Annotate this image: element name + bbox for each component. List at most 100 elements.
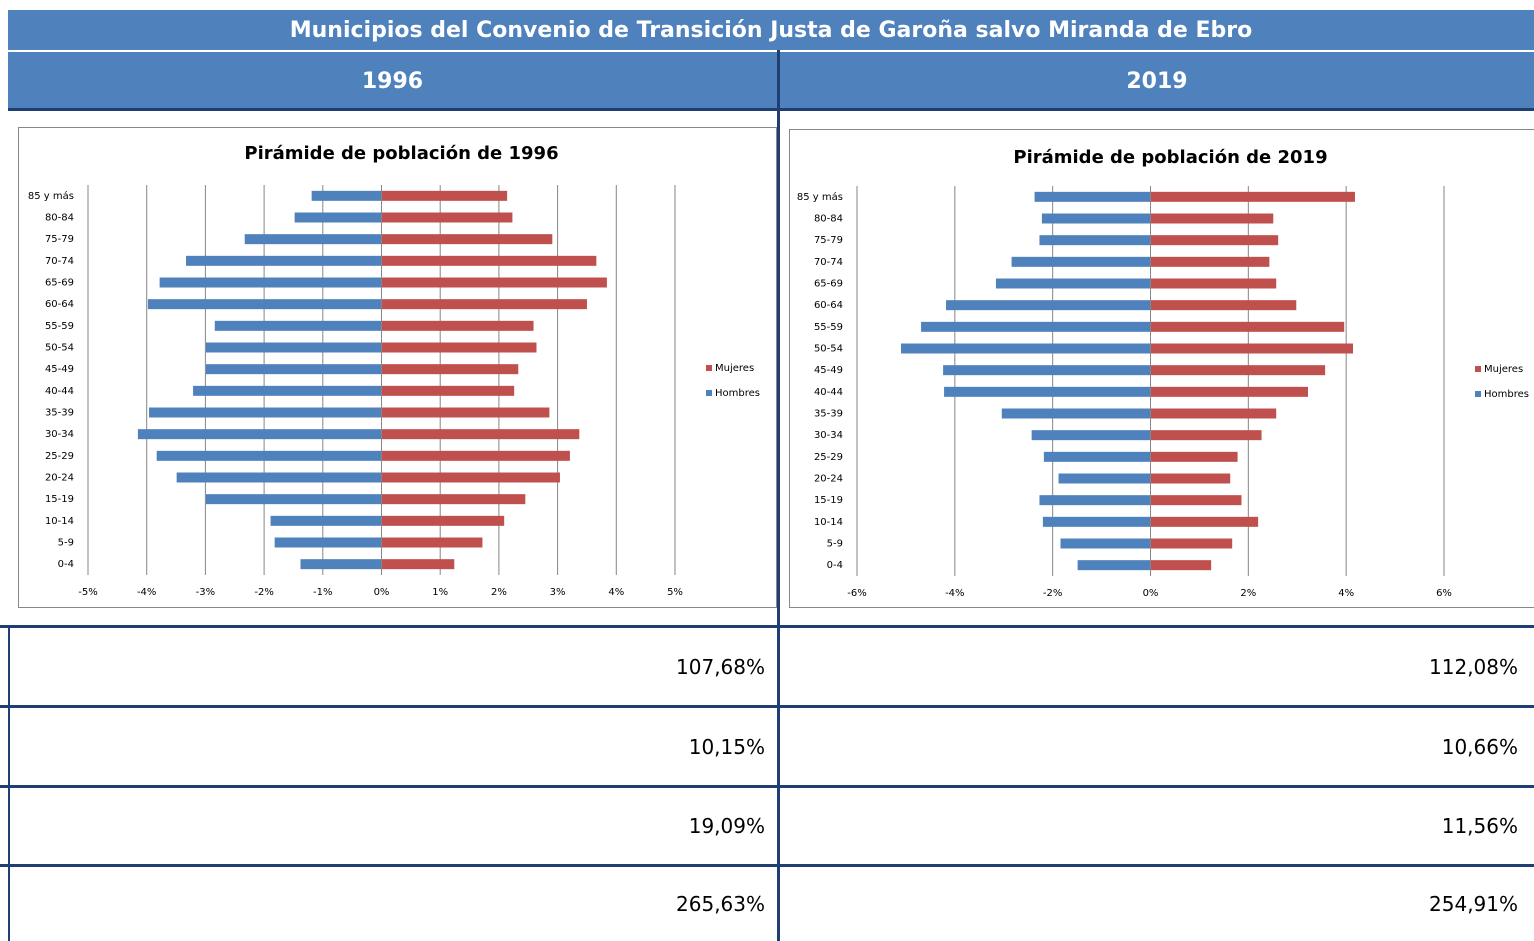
bar xyxy=(381,559,455,570)
cell: 19,09% xyxy=(688,814,765,838)
cell: 10,66% xyxy=(1441,734,1518,759)
y-tick-label: 30-34 xyxy=(45,429,74,440)
bar xyxy=(381,320,534,331)
y-tick-label: 70-74 xyxy=(814,257,843,268)
cell: 265,63% xyxy=(676,892,765,916)
y-tick-label: 40-44 xyxy=(814,387,843,398)
y-tick-label: 55-59 xyxy=(45,321,74,332)
y-tick-label: 60-64 xyxy=(45,299,74,310)
border xyxy=(8,108,1534,111)
border xyxy=(0,785,1534,788)
y-tick-label: 80-84 xyxy=(45,213,74,224)
bar xyxy=(300,559,382,570)
bar xyxy=(1039,235,1151,246)
legend-label: Mujeres xyxy=(1484,364,1523,375)
x-tick-label: 1% xyxy=(432,587,448,598)
bar xyxy=(1150,516,1259,527)
x-tick-label: -4% xyxy=(945,588,964,599)
bar xyxy=(1043,451,1151,462)
x-tick-label: -6% xyxy=(847,588,866,599)
bar xyxy=(193,385,382,396)
bar xyxy=(381,472,560,483)
y-tick-label: 20-24 xyxy=(45,473,74,484)
y-tick-label: 0-4 xyxy=(58,559,74,570)
bar xyxy=(381,342,537,353)
bar xyxy=(381,494,526,505)
y-tick-label: 65-69 xyxy=(45,278,74,289)
bar xyxy=(943,365,1151,376)
bar xyxy=(214,320,382,331)
bar xyxy=(1150,365,1326,376)
bar xyxy=(1060,538,1151,549)
border xyxy=(8,625,10,941)
bar xyxy=(311,190,382,201)
x-tick-label: 0% xyxy=(1143,588,1159,599)
bar xyxy=(381,407,550,418)
bar xyxy=(1041,213,1151,224)
y-tick-label: 25-29 xyxy=(45,451,74,462)
bar xyxy=(1039,495,1151,506)
y-tick-label: 35-39 xyxy=(814,409,843,420)
legend-swatch xyxy=(1475,366,1481,372)
y-tick-label: 40-44 xyxy=(45,386,74,397)
bar xyxy=(381,277,607,288)
cell: 112,08% xyxy=(1429,654,1518,679)
bar xyxy=(1150,451,1238,462)
bar xyxy=(944,386,1151,397)
bar xyxy=(1150,386,1309,397)
bar xyxy=(901,343,1151,354)
y-tick-label: 50-54 xyxy=(814,344,843,355)
legend-label: Hombres xyxy=(1484,389,1529,400)
bar xyxy=(1150,538,1233,549)
bar xyxy=(381,385,515,396)
y-tick-label: 10-14 xyxy=(814,517,843,528)
bar xyxy=(381,450,570,461)
x-tick-label: -2% xyxy=(1043,588,1062,599)
y-tick-label: 45-49 xyxy=(814,365,843,376)
cell: 11,56% xyxy=(1441,814,1518,838)
bar xyxy=(381,429,580,440)
bar xyxy=(1150,256,1270,267)
bar xyxy=(1150,321,1345,332)
bar xyxy=(1150,473,1231,484)
x-tick-label: -4% xyxy=(137,587,156,598)
bar xyxy=(274,537,382,548)
bar xyxy=(205,342,382,353)
cell: 107,68% xyxy=(676,654,765,679)
column-header: 2019 xyxy=(780,52,1534,110)
bar xyxy=(137,429,382,440)
x-tick-label: 0% xyxy=(374,587,390,598)
y-tick-label: 85 y más xyxy=(28,190,74,202)
bar xyxy=(205,364,382,375)
chart-title: Pirámide de población de 1996 xyxy=(244,143,558,164)
y-tick-label: 70-74 xyxy=(45,256,74,267)
legend-swatch xyxy=(706,390,712,396)
bar xyxy=(381,190,508,201)
x-tick-label: -1% xyxy=(313,587,332,598)
x-tick-label: 5% xyxy=(667,587,683,598)
bar xyxy=(995,278,1151,289)
legend-swatch xyxy=(1475,391,1481,397)
y-tick-label: 25-29 xyxy=(814,452,843,463)
y-tick-label: 75-79 xyxy=(45,234,74,245)
column-header: 1996 xyxy=(8,52,777,110)
bar xyxy=(381,234,553,245)
y-tick-label: 55-59 xyxy=(814,322,843,333)
x-tick-label: 3% xyxy=(550,587,566,598)
header-title: Municipios del Convenio de Transición Ju… xyxy=(8,10,1534,50)
legend-label: Mujeres xyxy=(715,363,754,374)
y-tick-label: 75-79 xyxy=(814,235,843,246)
bar xyxy=(381,364,519,375)
bar xyxy=(381,255,597,266)
bar xyxy=(294,212,382,223)
cell: 254,91% xyxy=(1429,892,1518,916)
y-tick-label: 0-4 xyxy=(827,560,843,571)
bar xyxy=(1001,408,1151,419)
y-tick-label: 45-49 xyxy=(45,364,74,375)
y-tick-label: 15-19 xyxy=(45,494,74,505)
y-tick-label: 35-39 xyxy=(45,408,74,419)
border xyxy=(0,625,1534,628)
bar xyxy=(1077,560,1151,571)
x-tick-label: -3% xyxy=(196,587,215,598)
